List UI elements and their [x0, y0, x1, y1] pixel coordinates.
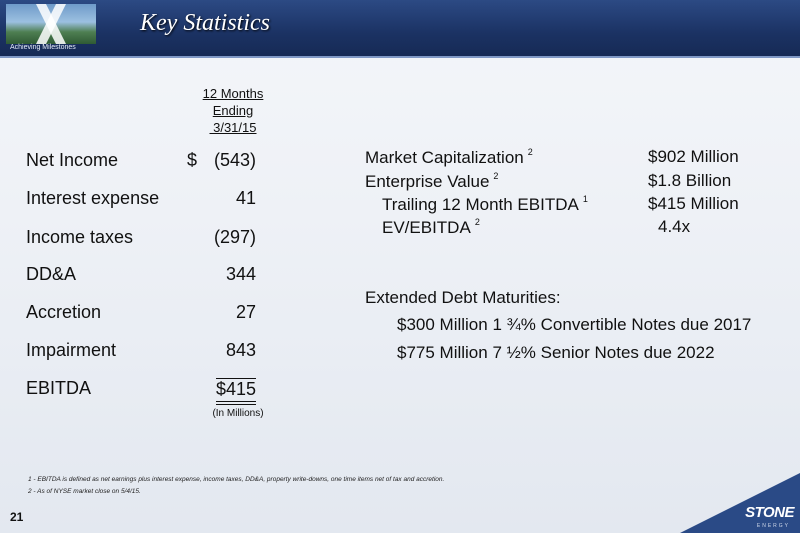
market-label-text: Trailing 12 Month EBITDA: [382, 195, 579, 214]
footnote-marker: 2: [474, 217, 480, 227]
units-note: (In Millions): [212, 408, 264, 419]
column-header-line: Ending: [212, 103, 254, 118]
table-row: Impairment 843: [26, 340, 266, 362]
row-value: 41: [235, 188, 256, 208]
table-row: DD&A 344: [26, 264, 266, 286]
table-row-total: EBITDA $415: [26, 378, 266, 405]
market-label-text: Market Capitalization: [365, 148, 524, 167]
market-value: $1.8 Billion: [648, 171, 732, 190]
market-value: 4.4x: [658, 217, 691, 236]
row-value: 27: [235, 302, 256, 322]
debt-item: $775 Million 7 ½% Senior Notes due 2022: [397, 343, 715, 362]
row-label: EBITDA: [26, 378, 92, 398]
brand-logo-text: STONE: [745, 504, 794, 521]
market-label-text: Enterprise Value: [365, 172, 490, 191]
market-label-text: EV/EBITDA: [382, 218, 471, 237]
row-value: (543): [213, 150, 256, 170]
market-label: Market Capitalization 2: [365, 147, 533, 168]
row-dollar: $: [187, 150, 198, 170]
column-header-line: 3/31/15: [209, 120, 257, 135]
logo-image: [6, 4, 96, 44]
ebitda-total-value: $415: [215, 378, 256, 405]
table-row: Interest expense 41: [26, 188, 266, 210]
row-label: Impairment: [26, 340, 117, 360]
row-value: 843: [225, 340, 256, 360]
row-label: Income taxes: [26, 227, 134, 247]
row-label: Interest expense: [26, 188, 160, 208]
table-row: Income taxes (297): [26, 227, 266, 249]
page-title: Key Statistics: [140, 10, 270, 36]
x-logo-icon: [36, 4, 66, 44]
footnote-text: 2 - As of NYSE market close on 5/4/15.: [28, 488, 141, 495]
market-label: Enterprise Value 2: [365, 171, 498, 192]
row-label: Net Income: [26, 150, 119, 170]
market-value: $902 Million: [648, 147, 739, 166]
page-number: 21: [10, 510, 24, 524]
header-bar: Achieving Milestones Key Statistics: [0, 0, 800, 58]
column-header-line: 12 Months: [202, 86, 264, 101]
footnotes: 1 - EBITDA is defined as net earnings pl…: [28, 474, 444, 498]
table-row: Accretion 27: [26, 302, 266, 324]
footnote-marker: 2: [493, 171, 499, 181]
market-label: Trailing 12 Month EBITDA 1: [382, 194, 588, 215]
column-header: 12 Months Ending 3/31/15: [196, 85, 270, 136]
debt-heading: Extended Debt Maturities:: [365, 288, 561, 307]
footnote-text: 1 - EBITDA is defined as net earnings pl…: [28, 476, 445, 483]
footnote-marker: 2: [527, 147, 533, 157]
market-label: EV/EBITDA 2: [382, 217, 480, 238]
row-label: Accretion: [26, 302, 102, 322]
row-value: (297): [213, 227, 256, 247]
brand-logo-subtext: ENERGY: [756, 523, 790, 529]
debt-item: $300 Million 1 ¾% Convertible Notes due …: [397, 315, 752, 334]
tagline: Achieving Milestones: [10, 44, 76, 51]
row-value: 344: [225, 264, 256, 284]
market-value: $415 Million: [648, 194, 739, 213]
footnote-marker: 1: [582, 194, 588, 204]
table-row: Net Income $ (543): [26, 150, 266, 172]
row-label: DD&A: [26, 264, 77, 284]
corner-triangle: [680, 473, 800, 533]
